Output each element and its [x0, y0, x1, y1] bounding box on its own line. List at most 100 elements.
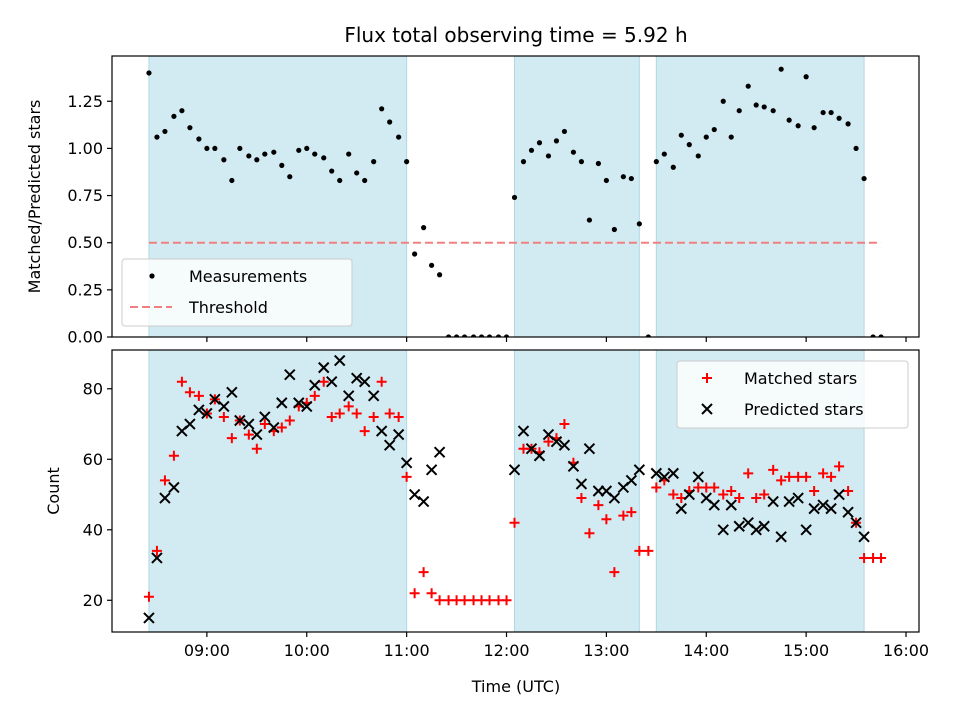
data-point: [359, 426, 370, 437]
data-point: [853, 145, 859, 152]
data-point: [287, 174, 293, 180]
y-tick-label: 0.00: [67, 328, 103, 347]
data-point: [296, 147, 302, 153]
data-point: [528, 147, 535, 153]
data-point: [858, 531, 870, 543]
data-point: [668, 489, 679, 500]
data-point: [818, 468, 829, 479]
shaded-interval: [148, 350, 408, 632]
data-point: [728, 134, 734, 140]
data-point: [343, 401, 354, 412]
data-point: [826, 471, 837, 482]
data-point: [720, 98, 726, 104]
data-point: [628, 175, 634, 182]
data-point: [246, 153, 252, 159]
data-point: [243, 429, 254, 440]
data-point: [842, 506, 854, 518]
data-point: [445, 334, 452, 337]
data-point: [658, 471, 671, 483]
data-point: [583, 442, 596, 455]
data-point: [387, 119, 393, 125]
data-point: [801, 471, 812, 482]
data-point: [279, 162, 285, 168]
y-axis-title: Matched/Predicted stars: [25, 100, 44, 294]
data-point: [193, 390, 204, 401]
y-tick-label: 0.75: [67, 186, 103, 205]
data-point: [717, 524, 729, 536]
data-point: [578, 159, 585, 165]
x-tick-label: 14:00: [683, 641, 729, 660]
data-point: [251, 428, 263, 441]
data-point: [751, 493, 762, 504]
data-point: [184, 387, 195, 398]
data-point: [362, 177, 368, 184]
legend-label: Threshold: [188, 298, 268, 317]
data-point: [179, 108, 185, 114]
data-point: [593, 500, 604, 511]
data-point: [783, 495, 795, 508]
data-point: [784, 471, 795, 482]
data-point: [559, 419, 570, 430]
data-point: [709, 482, 720, 493]
x-tick-label: 15:00: [783, 641, 829, 660]
data-point: [643, 545, 654, 556]
data-point: [550, 435, 563, 448]
data-point: [259, 411, 271, 423]
data-point: [775, 531, 787, 543]
data-point: [836, 115, 842, 121]
data-point: [653, 159, 659, 165]
data-point: [470, 334, 477, 337]
data-point: [567, 460, 580, 473]
data-point: [384, 408, 395, 419]
data-point: [309, 379, 321, 391]
data-point: [184, 418, 196, 430]
data-point: [603, 177, 609, 184]
data-point: [453, 334, 460, 337]
data-point: [670, 164, 676, 170]
data-point: [508, 464, 521, 476]
data-point: [876, 552, 887, 563]
data-point: [329, 168, 335, 174]
data-point: [745, 83, 751, 89]
legend-marker: [701, 403, 713, 415]
data-point: [753, 102, 759, 108]
data-point: [201, 407, 213, 420]
data-point: [408, 488, 421, 501]
data-point: [358, 376, 371, 388]
y-axis-title: Count: [44, 467, 63, 515]
data-point: [575, 478, 588, 490]
data-point: [553, 138, 560, 144]
chart-title: Flux total observing time = 5.92 h: [344, 23, 687, 47]
data-point: [326, 411, 337, 422]
data-point: [811, 125, 817, 131]
x-tick-label: 11:00: [384, 641, 430, 660]
axes-frame: [111, 349, 920, 633]
data-point: [293, 397, 305, 409]
ratio-panel: 0.00 0.25 0.50 0.75 1.00 1.25 Matched/Predicte…: [25, 55, 920, 347]
legend: Matched stars Predicted stars: [676, 360, 909, 429]
data-point: [767, 495, 779, 508]
data-point: [478, 334, 485, 337]
data-point: [675, 502, 688, 515]
x-tick-label: 13:00: [583, 641, 629, 660]
data-point: [683, 488, 695, 501]
data-point: [768, 464, 779, 475]
legend-marker: [149, 273, 155, 279]
data-point: [692, 471, 704, 483]
data-point: [711, 126, 717, 133]
data-point: [545, 153, 552, 159]
data-point: [733, 520, 745, 532]
data-point: [318, 376, 329, 387]
data-point: [262, 151, 268, 157]
data-point: [383, 439, 396, 451]
data-point: [486, 334, 493, 337]
data-point: [678, 132, 684, 138]
data-point: [162, 128, 168, 135]
data-point: [459, 595, 470, 606]
data-point: [845, 121, 851, 127]
data-point: [584, 528, 595, 539]
data-point: [351, 408, 362, 419]
data-point: [284, 368, 296, 381]
data-point: [843, 486, 854, 496]
data-point: [418, 567, 429, 578]
